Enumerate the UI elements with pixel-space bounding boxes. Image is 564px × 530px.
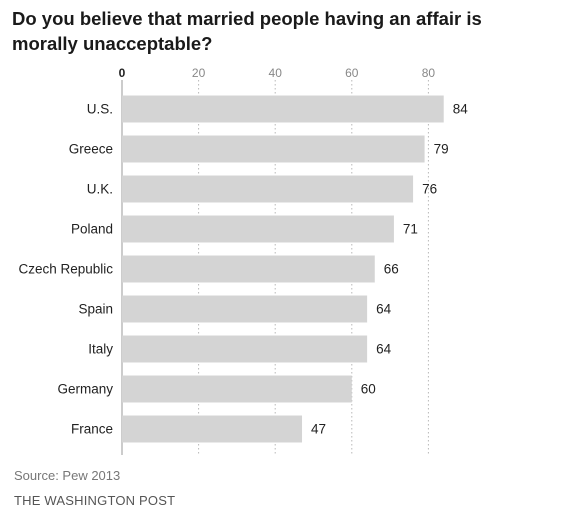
x-tick-label: 40 [269,66,283,80]
value-label: 64 [376,342,392,357]
value-labels: 84 79 76 71 66 64 64 60 47 [311,102,468,437]
value-label: 64 [376,302,392,317]
source-note: Source: Pew 2013 [14,468,121,483]
bars [122,95,444,443]
category-label: Spain [78,302,113,317]
publisher-credit: THE WASHINGTON POST [14,493,176,508]
value-label: 66 [384,262,399,277]
bar-czech-republic [122,255,375,283]
x-axis-ticks: 0 20 40 60 80 [119,66,436,80]
value-label: 79 [434,142,449,157]
category-label: Germany [57,382,113,397]
category-label: U.S. [87,102,113,117]
value-label: 47 [311,422,326,437]
bar-u-s- [122,95,444,123]
x-tick-label: 0 [119,66,126,80]
x-tick-label: 60 [345,66,359,80]
category-label: Italy [88,342,113,357]
bar-u-k- [122,175,414,203]
value-label: 60 [361,382,376,397]
category-label: Greece [69,142,113,157]
bar-italy [122,335,368,363]
bar-germany [122,375,352,403]
category-label: U.K. [87,182,113,197]
value-label: 71 [403,222,418,237]
value-label: 76 [422,182,437,197]
chart-title: Do you believe that married people havin… [12,8,482,54]
category-labels: U.S. Greece U.K. Poland Czech Republic Spain I… [18,102,113,437]
bar-france [122,415,303,443]
x-tick-label: 20 [192,66,206,80]
category-label: France [71,422,113,437]
value-label: 84 [453,102,469,117]
bar-spain [122,295,368,323]
bar-poland [122,215,394,243]
category-label: Poland [71,222,113,237]
x-tick-label: 80 [422,66,436,80]
category-label: Czech Republic [18,262,113,277]
bar-greece [122,135,425,163]
